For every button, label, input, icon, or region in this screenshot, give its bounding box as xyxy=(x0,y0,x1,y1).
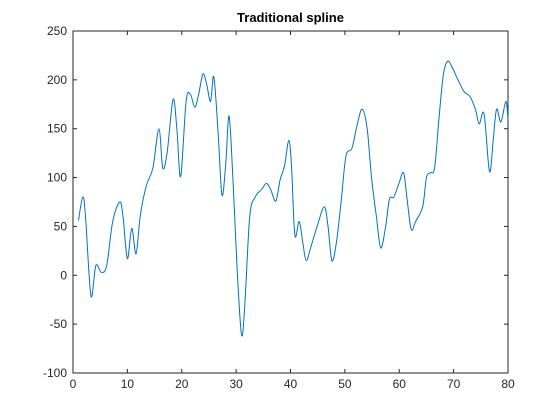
y-tick-label: 50 xyxy=(54,219,68,233)
x-tick-label: 60 xyxy=(393,377,407,391)
series-line-0 xyxy=(77,60,509,337)
y-axis: -100 -50 0 50 100 150 200 250 xyxy=(43,24,508,380)
y-tick-label: 200 xyxy=(47,73,67,87)
x-axis: 0 10 20 30 40 50 60 70 80 xyxy=(70,31,515,391)
y-tick-label: -50 xyxy=(50,317,68,331)
x-tick-label: 80 xyxy=(501,377,515,391)
x-tick-label: 50 xyxy=(338,377,352,391)
x-tick-label: 10 xyxy=(121,377,135,391)
x-tick-label: 40 xyxy=(284,377,298,391)
y-tick-label: 0 xyxy=(60,268,67,282)
chart-title: Traditional spline xyxy=(237,10,344,25)
y-tick-label: 150 xyxy=(47,122,67,136)
y-tick-label: 250 xyxy=(47,24,67,38)
series-layer xyxy=(77,60,509,337)
x-tick-label: 70 xyxy=(447,377,461,391)
y-tick-label: 100 xyxy=(47,171,67,185)
x-tick-label: 20 xyxy=(175,377,189,391)
x-tick-label: 30 xyxy=(229,377,243,391)
x-tick-label: 0 xyxy=(70,377,77,391)
y-tick-label: -100 xyxy=(43,366,67,380)
